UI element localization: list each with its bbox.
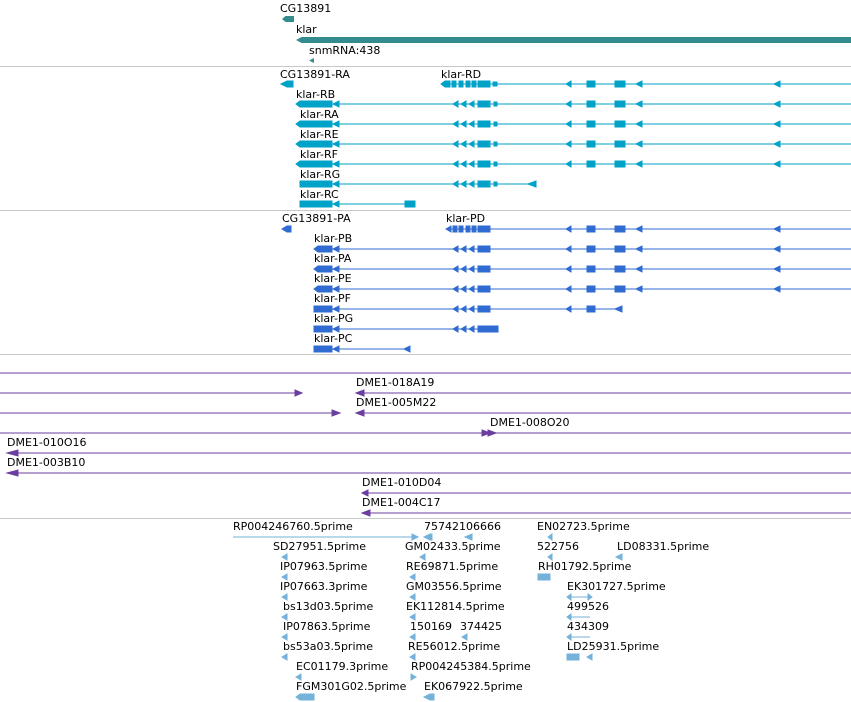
track-divider [0, 210, 851, 211]
transcript-label[interactable]: klar-RB [296, 88, 336, 101]
est-label[interactable]: IP07963.5prime [280, 560, 368, 573]
est-label[interactable]: RH01792.5prime [538, 560, 632, 573]
est-label[interactable]: 434309 [567, 620, 609, 633]
est-label[interactable]: RP004245384.5prime [411, 660, 531, 673]
transcript-label[interactable]: klar-RC [300, 188, 339, 201]
bac-label[interactable]: DME1-005M22 [356, 396, 437, 409]
protein-label[interactable]: klar-PD [446, 212, 486, 225]
bac-label[interactable]: DME1-008O20 [490, 416, 570, 429]
est-label[interactable]: bs53a03.5prime [283, 640, 373, 653]
transcript-label[interactable]: klar-RG [300, 168, 341, 181]
track-divider [0, 354, 851, 355]
gene-label-snmrna[interactable]: snmRNA:438 [309, 44, 381, 57]
transcript-label[interactable]: klar-RD [441, 68, 482, 81]
est-glyphs[interactable] [233, 533, 623, 701]
bac-label[interactable]: DME1-018A19 [356, 376, 435, 389]
est-label[interactable]: IP07863.5prime [283, 620, 371, 633]
gene-label-cg13891[interactable]: CG13891 [280, 2, 332, 15]
transcript-label[interactable]: klar-RA [300, 108, 339, 121]
protein-label[interactable]: klar-PF [314, 292, 351, 305]
est-label[interactable]: RP004246760.5prime [233, 520, 353, 533]
protein-label[interactable]: CG13891-PA [282, 212, 351, 225]
est-label[interactable]: 522756 [537, 540, 579, 553]
est-label[interactable]: IP07663.3prime [280, 580, 368, 593]
est-label[interactable]: EK112814.5prime [406, 600, 505, 613]
bac-label[interactable]: DME1-010O16 [7, 436, 87, 449]
gene-label-klar[interactable]: klar [296, 23, 317, 36]
transcript-label[interactable]: klar-RF [300, 148, 338, 161]
est-label[interactable]: EN02723.5prime [537, 520, 630, 533]
track-divider [0, 518, 851, 519]
est-label[interactable]: LD25931.5prime [567, 640, 660, 653]
track-divider [0, 66, 851, 67]
est-label[interactable]: bs13d03.5prime [283, 600, 374, 613]
est-label[interactable]: GM03556.5prime [406, 580, 502, 593]
est-label[interactable]: FGM301G02.5prime [296, 680, 407, 693]
bac-label[interactable]: DME1-003B10 [7, 456, 86, 469]
gene-feature-snmrna[interactable] [309, 58, 314, 63]
est-label[interactable]: 374425 [460, 620, 502, 633]
transcript-glyphs[interactable] [279, 80, 851, 208]
transcript-label[interactable]: CG13891-RA [280, 68, 350, 81]
est-label[interactable]: 499526 [567, 600, 609, 613]
bac-label[interactable]: DME1-004C17 [362, 496, 441, 509]
est-label[interactable]: SD27951.5prime [273, 540, 366, 553]
protein-label[interactable]: klar-PE [314, 272, 352, 285]
protein-glyphs[interactable] [281, 225, 851, 353]
bac-glyphs[interactable] [0, 372, 851, 517]
est-label[interactable]: LD08331.5prime [617, 540, 710, 553]
est-label[interactable]: RE69871.5prime [406, 560, 499, 573]
protein-label[interactable]: klar-PA [314, 252, 352, 265]
gene-feature-cg13891[interactable] [282, 16, 294, 22]
est-label[interactable]: EK301727.5prime [567, 580, 666, 593]
transcript-label[interactable]: klar-RE [300, 128, 339, 141]
bac-label[interactable]: DME1-010D04 [362, 476, 442, 489]
protein-label[interactable]: klar-PG [314, 312, 354, 325]
gene-feature-klar[interactable] [296, 37, 851, 43]
protein-label[interactable]: klar-PC [314, 332, 353, 345]
est-label[interactable]: 75742106666 [424, 520, 501, 533]
est-label[interactable]: GM02433.5prime [405, 540, 501, 553]
est-label[interactable]: 150169 [410, 620, 452, 633]
protein-label[interactable]: klar-PB [314, 232, 353, 245]
est-label[interactable]: EC01179.3prime [296, 660, 389, 673]
est-label[interactable]: EK067922.5prime [424, 680, 523, 693]
est-label[interactable]: RE56012.5prime [408, 640, 501, 653]
